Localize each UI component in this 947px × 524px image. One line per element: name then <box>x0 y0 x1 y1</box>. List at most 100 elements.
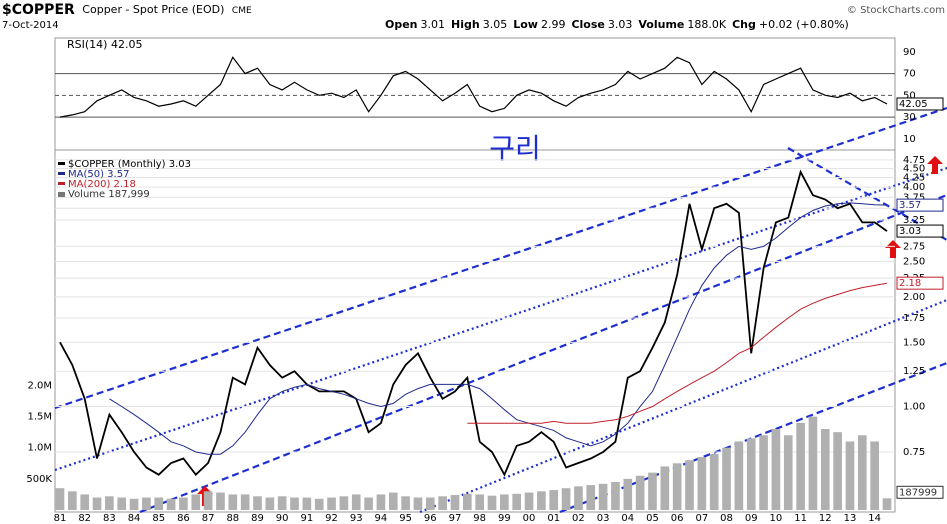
volume-bar <box>388 492 398 510</box>
legend-entry: MA(50) 3.57 <box>68 169 129 180</box>
x-tick-label: 11 <box>794 513 807 524</box>
volume-bar <box>771 429 781 510</box>
down-trend-line <box>787 147 947 241</box>
x-tick-label: 96 <box>424 513 437 524</box>
volume-bar <box>598 483 608 510</box>
rsi-tick-label: 70 <box>903 69 916 80</box>
x-tick-label: 93 <box>350 513 363 524</box>
x-tick-label: 90 <box>276 513 289 524</box>
y-tick-label: 3.75 <box>903 192 925 203</box>
volume-bar <box>857 435 867 510</box>
y-tick-label: 4.25 <box>903 173 925 184</box>
legend-swatch <box>58 182 65 185</box>
volume-bar <box>265 497 275 510</box>
volume-bar <box>820 429 830 510</box>
volume-bar <box>512 493 522 510</box>
volume-bar <box>500 494 509 510</box>
price-line <box>59 169 888 477</box>
symbol: $COPPER <box>2 2 75 18</box>
rsi-last-box <box>896 97 944 111</box>
volume-bar <box>68 491 77 510</box>
quote-label: Chg <box>732 18 756 31</box>
legend-swatch <box>58 162 65 165</box>
series-last: 3.57 <box>899 200 921 211</box>
volume-bar <box>870 441 879 510</box>
quote-value: 3.03 <box>608 18 633 31</box>
date: 7-Oct-2014 <box>2 20 59 31</box>
volume-bar <box>734 441 744 510</box>
y-tick-label: 2.50 <box>903 256 925 267</box>
y-tick-label: 2.00 <box>903 292 925 303</box>
x-tick-label: 85 <box>152 513 165 524</box>
moving-average <box>467 282 888 424</box>
volume-bar <box>228 494 238 510</box>
volume-bar <box>401 496 410 510</box>
x-tick-label: 98 <box>473 513 486 524</box>
volume-bar <box>635 475 645 510</box>
y-tick-label: 1.25 <box>903 366 925 377</box>
channel-line <box>139 193 947 514</box>
volume-bar <box>290 497 299 510</box>
x-tick-label: 07 <box>695 513 708 524</box>
header-title: $COPPER Copper - Spot Price (EOD) CME <box>2 2 252 18</box>
volume-tick-label: 1.0M <box>27 443 52 454</box>
quote-label: Close <box>571 18 604 31</box>
x-tick-label: 95 <box>399 513 412 524</box>
volume-bar <box>450 495 460 510</box>
volume-last: 187999 <box>899 487 937 498</box>
volume-bar <box>142 497 151 510</box>
volume-bar <box>117 497 127 510</box>
legend-entry: MA(200) 2.18 <box>68 179 136 190</box>
x-tick-label: 09 <box>745 513 758 524</box>
x-tick-label: 94 <box>375 513 388 524</box>
volume-bar <box>314 498 324 510</box>
x-tick-label: 92 <box>325 513 338 524</box>
volume-bar <box>216 492 225 510</box>
volume-bar <box>882 498 892 510</box>
watermark: © StockCharts.com <box>847 5 945 16</box>
rsi-last: 42.05 <box>899 99 928 110</box>
y-tick-label: 1.50 <box>903 337 925 348</box>
x-tick-label: 82 <box>78 513 91 524</box>
x-tick-label: 13 <box>844 513 857 524</box>
volume-bar <box>413 497 423 510</box>
volume-bar <box>80 494 90 510</box>
quote-label: Open <box>385 18 418 31</box>
quote-value: +0.02 (+0.80%) <box>759 18 849 31</box>
volume-bar <box>722 447 731 510</box>
volume-bar <box>833 432 842 510</box>
quote-label: High <box>451 18 480 31</box>
rsi-tick-label: 90 <box>903 47 916 58</box>
x-tick-label: 03 <box>597 513 610 524</box>
x-tick-label: 14 <box>868 513 881 524</box>
x-tick-label: 87 <box>202 513 215 524</box>
channel-line <box>54 166 947 472</box>
rsi-tick-label: 10 <box>903 134 916 145</box>
y-tick-label: 4.00 <box>903 182 925 193</box>
volume-bar <box>660 466 670 510</box>
legend-entry: $COPPER (Monthly) 3.03 <box>68 159 191 170</box>
y-tick-label: 2.75 <box>903 241 925 252</box>
volume-bar <box>339 496 349 510</box>
volume-bar <box>487 495 497 510</box>
volume-bar <box>783 435 793 510</box>
volume-bar <box>574 486 583 510</box>
volume-bar <box>327 497 336 510</box>
rsi-tick-label: 50 <box>903 90 916 101</box>
x-tick-label: 97 <box>449 513 462 524</box>
volume-tick-label: 1.5M <box>27 412 52 423</box>
x-tick-label: 01 <box>547 513 560 524</box>
x-tick-label: 00 <box>523 513 536 524</box>
y-tick-label: 4.75 <box>903 155 925 166</box>
volume-bar <box>796 422 805 510</box>
quote-value: 188.0K <box>687 18 726 31</box>
volume-bar <box>808 416 818 510</box>
series-last-box <box>896 276 944 290</box>
volume-bar <box>203 491 213 510</box>
volume-bar <box>166 498 176 510</box>
volume-bar <box>425 497 435 510</box>
series-last-box <box>896 224 944 238</box>
series-last-box <box>896 198 944 212</box>
rsi-tick-label: 30 <box>903 112 916 123</box>
x-tick-label: 10 <box>770 513 783 524</box>
